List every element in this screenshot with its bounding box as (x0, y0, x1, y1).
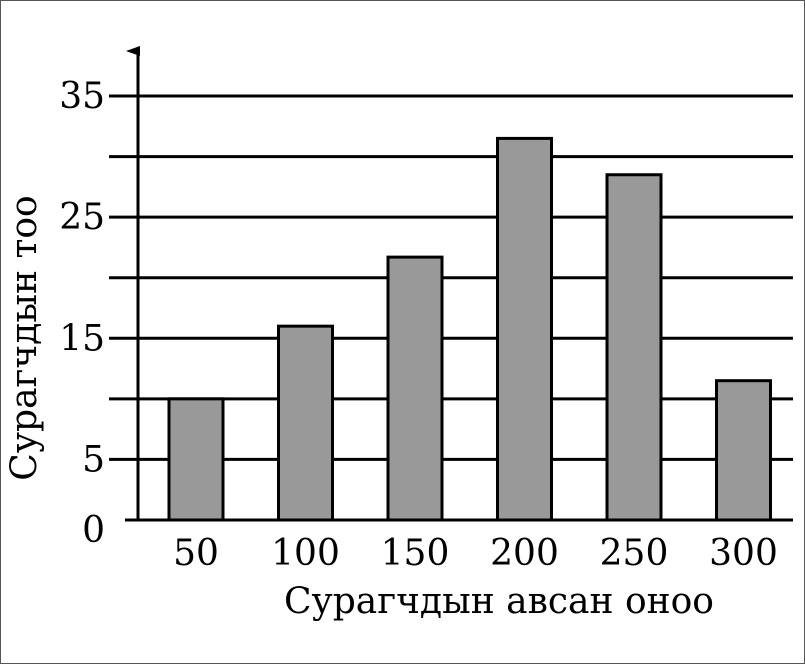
bars (167, 136, 772, 522)
y-tick-label: 5 (82, 439, 105, 480)
bar-150 (386, 255, 444, 522)
bar-50 (167, 397, 225, 522)
bar-300 (715, 379, 772, 522)
x-axis-title: Сурагчдын авсан оноо (284, 581, 714, 622)
bar-200 (496, 136, 553, 522)
bar-250 (605, 173, 663, 522)
bar-100 (277, 324, 334, 522)
y-tick-labels: 0 5 15 25 35 (59, 76, 105, 551)
y-tick-label: 15 (59, 318, 105, 359)
y-tick-label: 35 (59, 76, 105, 117)
x-tick-label: 200 (490, 533, 559, 574)
x-tick-label: 100 (271, 533, 340, 574)
x-tick-label: 250 (600, 533, 669, 574)
x-tick-labels: 50 100 150 200 250 300 (173, 533, 778, 574)
y-tick-label: 25 (59, 197, 105, 238)
x-tick-label: 150 (381, 533, 450, 574)
y-axis-title: Сурагчдын тоо (4, 195, 45, 480)
x-tick-label: 50 (173, 533, 219, 574)
x-tick-label: 300 (709, 533, 778, 574)
y-tick-label: 0 (82, 510, 105, 551)
